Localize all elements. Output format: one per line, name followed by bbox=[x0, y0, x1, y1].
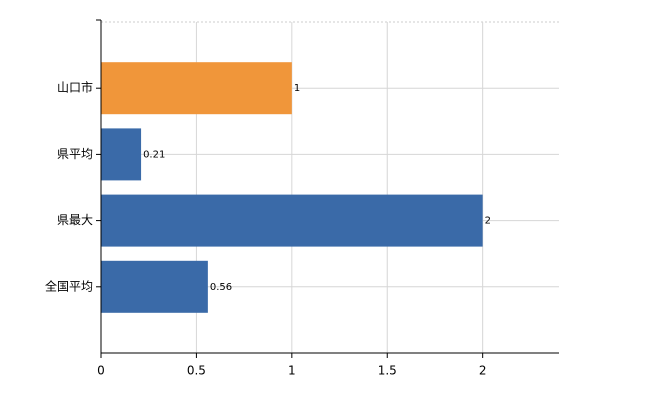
x-tick-label: 2 bbox=[479, 364, 487, 378]
value-label: 0.21 bbox=[143, 149, 165, 160]
value-label: 1 bbox=[294, 83, 300, 94]
value-label: 2 bbox=[485, 216, 491, 227]
x-tick-label: 1 bbox=[288, 364, 296, 378]
bar bbox=[101, 62, 292, 115]
bar bbox=[101, 194, 483, 247]
y-tick-label: 県最大 bbox=[57, 213, 93, 227]
bar bbox=[101, 260, 208, 313]
x-tick-label: 0.5 bbox=[187, 364, 206, 378]
y-tick-label: 全国平均 bbox=[45, 278, 93, 293]
bar bbox=[101, 128, 142, 181]
y-tick-label: 山口市 bbox=[57, 80, 93, 95]
x-tick-label: 0 bbox=[97, 364, 105, 378]
value-label: 0.56 bbox=[210, 282, 232, 293]
y-tick-label: 県平均 bbox=[57, 147, 93, 161]
x-tick-label: 1.5 bbox=[378, 364, 397, 378]
